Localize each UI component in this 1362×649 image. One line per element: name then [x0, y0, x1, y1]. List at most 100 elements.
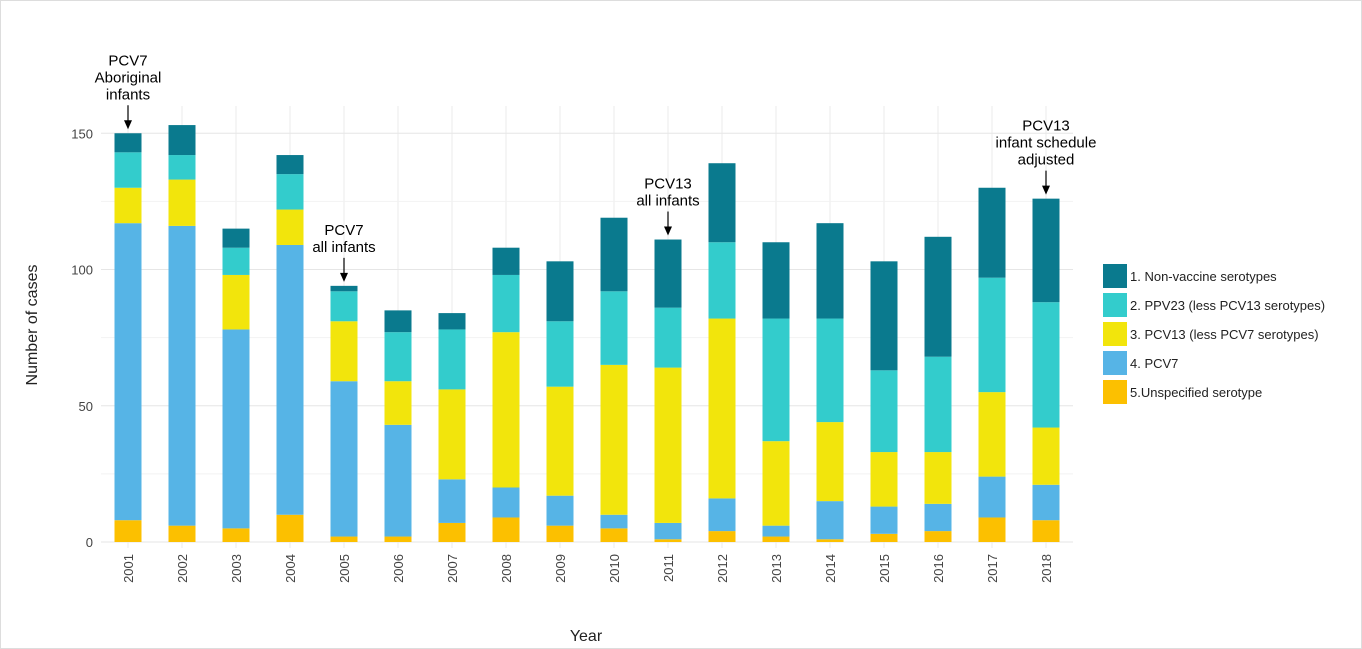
- bar-segment: [816, 318, 844, 423]
- x-tick-label: 2008: [499, 554, 514, 583]
- bar-segment: [1032, 302, 1060, 428]
- bar-segment: [1032, 520, 1060, 542]
- legend-swatch: [1103, 322, 1127, 346]
- bar-segment: [762, 242, 790, 319]
- bar-segment: [600, 364, 628, 515]
- bar-segment: [114, 187, 142, 224]
- x-tick-label: 2003: [229, 554, 244, 583]
- bar-segment: [330, 285, 358, 292]
- annotation: Aboriginal: [95, 69, 162, 86]
- legend-swatch: [1103, 293, 1127, 317]
- bar-segment: [816, 501, 844, 540]
- annotation-arrowhead: [664, 226, 672, 236]
- bar-segment: [600, 217, 628, 292]
- bar-segment: [384, 310, 412, 333]
- bar-segment: [114, 520, 142, 542]
- x-tick-label: 2015: [877, 554, 892, 583]
- bar-segment: [168, 125, 196, 156]
- bar-segment: [168, 155, 196, 180]
- bar-segment: [438, 329, 466, 390]
- x-tick-label: 2004: [283, 554, 298, 583]
- annotation: infant schedule: [996, 135, 1097, 152]
- annotation: PCV7: [324, 222, 363, 239]
- x-tick-label: 2017: [985, 554, 1000, 583]
- bar-segment: [276, 244, 304, 515]
- bar-segment: [384, 424, 412, 537]
- annotation: all infants: [636, 193, 699, 210]
- bar-segment: [330, 536, 358, 542]
- x-tick-label: 2002: [175, 554, 190, 583]
- bar-segment: [168, 179, 196, 226]
- bar-segment: [276, 174, 304, 210]
- bar-segment: [978, 517, 1006, 542]
- bar-segment: [168, 525, 196, 542]
- bar-segment: [330, 321, 358, 382]
- bar-segment: [600, 291, 628, 365]
- bar-segment: [654, 367, 682, 523]
- bar-segment: [492, 517, 520, 542]
- legend-swatch: [1103, 351, 1127, 375]
- annotation-arrowhead: [124, 120, 132, 130]
- bar-segment: [816, 223, 844, 319]
- bar-segment: [546, 386, 574, 496]
- y-tick-label: 100: [71, 263, 93, 278]
- bar-segment: [438, 313, 466, 330]
- x-tick-label: 2005: [337, 554, 352, 583]
- bar-segment: [708, 318, 736, 499]
- bar-segment: [114, 152, 142, 188]
- bar-segment: [870, 452, 898, 507]
- bar-segment: [546, 321, 574, 387]
- y-tick-label: 50: [79, 399, 93, 414]
- bar-segment: [276, 514, 304, 542]
- legend-label: 5.Unspecified serotype: [1130, 385, 1262, 400]
- bar-segment: [762, 441, 790, 526]
- bar-segment: [546, 261, 574, 322]
- bar-segment: [384, 536, 412, 542]
- bar-segment: [1032, 427, 1060, 485]
- legend-swatch: [1103, 380, 1127, 404]
- bar-segment: [168, 225, 196, 526]
- bar-segment: [924, 236, 952, 357]
- bar-segment: [438, 479, 466, 523]
- bar-segment: [978, 392, 1006, 477]
- bar-segment: [708, 531, 736, 542]
- bar-segment: [222, 247, 250, 275]
- annotation: adjusted: [1018, 152, 1075, 169]
- y-tick-label: 150: [71, 126, 93, 141]
- x-tick-label: 2010: [607, 554, 622, 583]
- bar-segment: [924, 356, 952, 453]
- annotation: PCV7: [108, 52, 147, 69]
- bar-segment: [978, 187, 1006, 278]
- bar-segment: [384, 332, 412, 382]
- bar-segment: [870, 261, 898, 371]
- bar-segment: [330, 291, 358, 322]
- bar-segment: [816, 422, 844, 502]
- annotation: PCV13: [644, 176, 692, 193]
- bar-segment: [600, 514, 628, 529]
- bar-segment: [276, 209, 304, 245]
- bar-segment: [222, 329, 250, 529]
- bar-segment: [708, 163, 736, 243]
- x-tick-label: 2006: [391, 554, 406, 583]
- bar-segment: [222, 228, 250, 248]
- bar-segment: [924, 531, 952, 542]
- x-tick-label: 2009: [553, 554, 568, 583]
- bar-segment: [222, 528, 250, 542]
- x-tick-label: 2016: [931, 554, 946, 583]
- x-tick-label: 2014: [823, 554, 838, 583]
- bar-segment: [438, 522, 466, 542]
- annotation: PCV13: [1022, 118, 1070, 135]
- bar-segment: [816, 539, 844, 542]
- bar-segment: [654, 239, 682, 308]
- legend-label: 4. PCV7: [1130, 356, 1178, 371]
- bar-segment: [1032, 198, 1060, 303]
- legend-label: 3. PCV13 (less PCV7 serotypes): [1130, 327, 1319, 342]
- annotation-arrowhead: [1042, 185, 1050, 195]
- x-axis-label: Year: [570, 628, 603, 645]
- x-tick-label: 2018: [1039, 554, 1054, 583]
- bar-segment: [870, 533, 898, 542]
- y-axis-label: Number of cases: [24, 265, 41, 386]
- bar-segment: [276, 155, 304, 175]
- bar-segment: [330, 381, 358, 537]
